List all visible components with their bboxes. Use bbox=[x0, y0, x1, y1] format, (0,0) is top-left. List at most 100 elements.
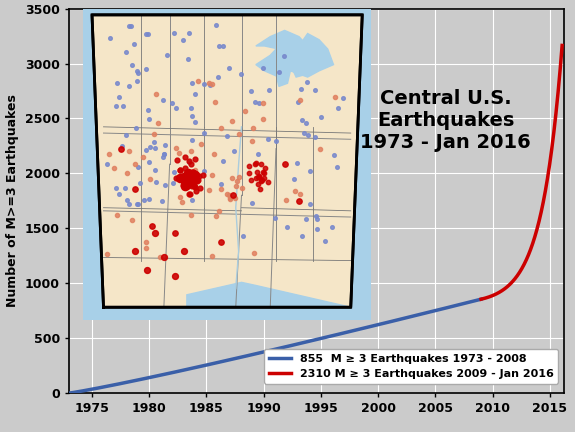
Point bbox=[214, 207, 224, 214]
Polygon shape bbox=[187, 283, 351, 307]
Point bbox=[225, 64, 234, 71]
Point bbox=[141, 244, 151, 251]
Point bbox=[257, 177, 266, 184]
Point bbox=[174, 150, 183, 157]
Point bbox=[182, 177, 191, 184]
Point bbox=[180, 178, 189, 185]
Point bbox=[171, 273, 180, 280]
Point bbox=[228, 192, 237, 199]
Point bbox=[145, 176, 155, 183]
Point bbox=[236, 70, 246, 77]
Point bbox=[150, 139, 159, 146]
Point bbox=[181, 154, 190, 161]
Point bbox=[109, 164, 118, 171]
Point bbox=[214, 42, 223, 49]
Point bbox=[112, 212, 121, 219]
Point bbox=[133, 70, 143, 77]
Point bbox=[184, 177, 193, 184]
Point bbox=[250, 98, 259, 105]
Point bbox=[186, 169, 196, 176]
Point bbox=[274, 69, 283, 76]
Point bbox=[151, 167, 160, 174]
Point bbox=[198, 172, 208, 179]
Point bbox=[159, 150, 168, 157]
Point bbox=[105, 35, 114, 41]
Point bbox=[187, 148, 196, 155]
Point bbox=[130, 161, 139, 168]
Point bbox=[129, 41, 139, 48]
Point bbox=[251, 175, 260, 181]
Point bbox=[187, 175, 196, 182]
Point bbox=[205, 80, 214, 87]
Point bbox=[179, 248, 189, 255]
Point bbox=[102, 251, 112, 258]
Point bbox=[195, 184, 204, 191]
Point bbox=[187, 197, 197, 203]
Point bbox=[311, 213, 320, 219]
Point bbox=[217, 180, 226, 187]
Point bbox=[246, 88, 255, 95]
Point bbox=[181, 176, 190, 183]
Point bbox=[190, 177, 199, 184]
Point bbox=[171, 229, 180, 236]
Point bbox=[316, 114, 325, 121]
Point bbox=[263, 178, 272, 185]
Point bbox=[272, 137, 281, 144]
Point bbox=[294, 98, 303, 105]
Point bbox=[175, 167, 185, 174]
Point bbox=[213, 74, 222, 81]
Point bbox=[253, 169, 262, 176]
Point bbox=[114, 191, 124, 198]
Point bbox=[125, 22, 134, 29]
Legend: 855  M ≥ 3 Earthquakes 1973 - 2008, 2310 M ≥ 3 Earthquakes 2009 - Jan 2016: 855 M ≥ 3 Earthquakes 1973 - 2008, 2310 … bbox=[264, 349, 558, 384]
Point bbox=[332, 164, 342, 171]
Point bbox=[185, 158, 194, 165]
Point bbox=[303, 78, 312, 85]
Point bbox=[149, 130, 158, 137]
Point bbox=[190, 171, 199, 178]
Point bbox=[293, 159, 302, 166]
Point bbox=[122, 169, 131, 176]
Point bbox=[255, 185, 264, 192]
Point bbox=[159, 154, 168, 161]
Point bbox=[188, 168, 197, 175]
Point bbox=[208, 172, 217, 178]
Point bbox=[260, 175, 269, 181]
Point bbox=[282, 223, 292, 230]
Point bbox=[191, 178, 200, 185]
Point bbox=[132, 67, 141, 74]
Point bbox=[250, 249, 259, 256]
Point bbox=[320, 237, 329, 244]
Point bbox=[148, 223, 157, 230]
Point bbox=[117, 143, 126, 149]
Point bbox=[121, 48, 131, 55]
Point bbox=[181, 165, 190, 172]
Point bbox=[158, 97, 167, 104]
Point bbox=[178, 198, 187, 205]
Point bbox=[181, 183, 190, 190]
Point bbox=[135, 180, 144, 187]
Point bbox=[142, 267, 151, 273]
Point bbox=[258, 99, 267, 106]
Point bbox=[194, 176, 203, 183]
Point bbox=[160, 141, 170, 148]
Point bbox=[190, 156, 199, 162]
Point bbox=[151, 91, 160, 98]
Point bbox=[175, 167, 185, 174]
Point bbox=[138, 153, 147, 160]
Point bbox=[124, 200, 133, 207]
Polygon shape bbox=[256, 30, 308, 52]
Point bbox=[155, 253, 164, 260]
Point bbox=[290, 187, 300, 194]
Point bbox=[226, 196, 235, 203]
Point bbox=[133, 164, 143, 171]
Point bbox=[158, 197, 167, 204]
Point bbox=[151, 144, 160, 151]
Point bbox=[122, 197, 131, 203]
Point bbox=[179, 177, 189, 184]
Point bbox=[240, 108, 250, 114]
Point bbox=[171, 144, 180, 151]
Point bbox=[190, 184, 200, 191]
Point bbox=[180, 174, 189, 181]
Point bbox=[204, 186, 213, 193]
